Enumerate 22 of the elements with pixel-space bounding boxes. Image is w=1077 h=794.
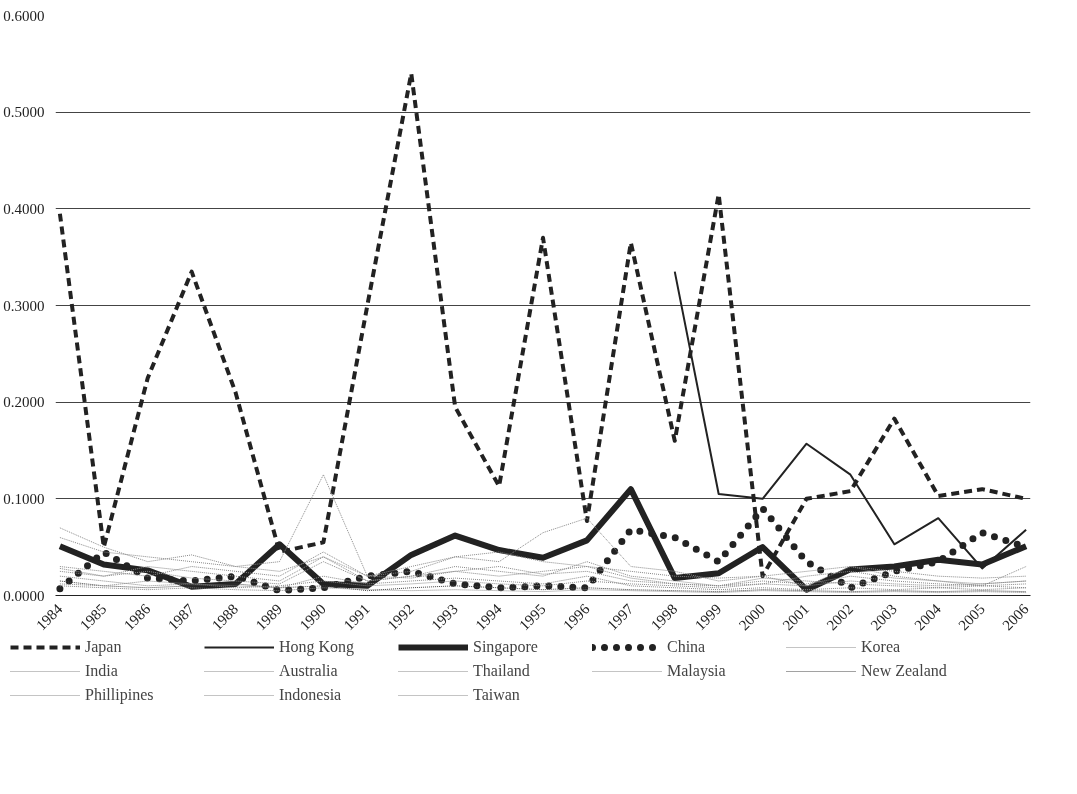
y-tick-label: 0.4000 [3, 200, 45, 217]
y-tick-label: 0.0000 [3, 587, 45, 604]
legend-label: Phillipines [85, 686, 155, 704]
x-tick-label: 1991 [340, 600, 373, 634]
y-tick-label: 0.5000 [3, 104, 45, 121]
legend-label: Singapore [473, 638, 539, 656]
legend-label: Korea [861, 638, 902, 656]
legend-label: New Zealand [861, 662, 948, 680]
y-tick-label: 0.3000 [3, 297, 45, 314]
legend-label: Thailand [473, 662, 531, 680]
y-tick-label: 0.6000 [3, 7, 45, 24]
legend-label: Indonesia [279, 686, 343, 704]
legend-label: Malaysia [667, 662, 727, 680]
y-tick-label: 0.1000 [3, 490, 45, 507]
y-tick-label: 0.2000 [3, 394, 45, 411]
legend-label: China [667, 638, 707, 656]
legend-label: Taiwan [473, 686, 521, 704]
legend-label: Australia [279, 662, 339, 680]
x-tick-label: 1993 [428, 600, 461, 634]
legend-label: Japan [85, 638, 123, 656]
legend-label: India [85, 662, 119, 680]
legend-label: Hong Kong [279, 638, 356, 656]
